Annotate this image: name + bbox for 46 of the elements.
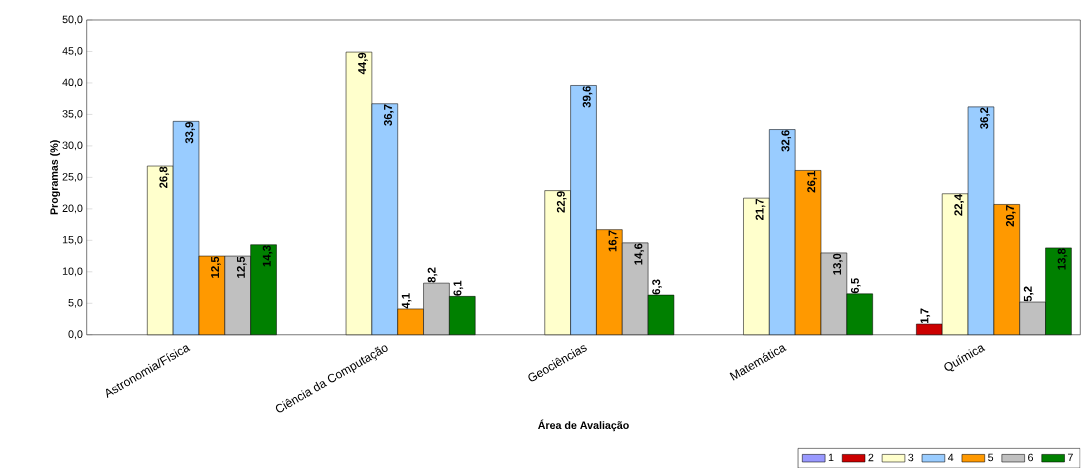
y-tick-label: 45,0 bbox=[62, 46, 83, 56]
data-label: 13,8 bbox=[1057, 248, 1068, 270]
data-label: 36,7 bbox=[383, 104, 394, 126]
data-label: 16,7 bbox=[608, 230, 619, 252]
legend-label: 4 bbox=[947, 453, 954, 461]
y-tick-label: 40,0 bbox=[62, 78, 83, 88]
legend-label: 6 bbox=[1028, 453, 1034, 462]
y-tick-label: 25,0 bbox=[62, 172, 83, 182]
data-label: 6,3 bbox=[652, 279, 662, 295]
data-label: 22,4 bbox=[954, 193, 964, 216]
data-label: 14,3 bbox=[262, 245, 273, 267]
data-label: 20,7 bbox=[1005, 205, 1016, 227]
data-label: 22,9 bbox=[556, 191, 567, 213]
y-axis-title: Programas (%) bbox=[50, 140, 61, 215]
data-label: 13,0 bbox=[833, 253, 843, 275]
data-label: 14,6 bbox=[634, 243, 645, 265]
data-label: 6,5 bbox=[850, 277, 861, 293]
data-label: 33,9 bbox=[185, 121, 195, 144]
data-label: 1,7 bbox=[920, 308, 931, 323]
y-tick-label: 5,0 bbox=[68, 298, 83, 308]
legend-label: 2 bbox=[868, 453, 874, 461]
y-tick-label: 0,0 bbox=[68, 330, 83, 340]
legend-label: 1 bbox=[828, 453, 834, 461]
legend-label: 3 bbox=[908, 453, 914, 462]
data-label: 12,5 bbox=[236, 256, 247, 278]
y-tick-label: 20,0 bbox=[62, 204, 83, 214]
y-tick-label: 30,0 bbox=[62, 141, 83, 151]
x-axis-title: Área de Avaliação bbox=[538, 419, 629, 431]
y-tick-label: 50,0 bbox=[62, 15, 83, 25]
data-label: 8,2 bbox=[427, 267, 438, 283]
data-label: 39,6 bbox=[582, 85, 593, 108]
y-tick-label: 15,0 bbox=[62, 235, 83, 245]
legend-label: 7 bbox=[1068, 453, 1073, 461]
data-label: 44,9 bbox=[358, 52, 368, 75]
data-label: 26,8 bbox=[159, 166, 170, 188]
data-label: 4,1 bbox=[401, 293, 412, 309]
data-label: 26,1 bbox=[807, 170, 817, 193]
y-tick-label: 10,0 bbox=[62, 267, 83, 277]
y-tick-label: 35,0 bbox=[62, 109, 83, 119]
legend-label: 5 bbox=[988, 453, 994, 462]
data-label: 32,6 bbox=[781, 130, 792, 152]
data-label: 5,2 bbox=[1023, 286, 1034, 302]
data-label: 6,1 bbox=[453, 280, 464, 296]
data-label: 21,7 bbox=[755, 198, 766, 220]
data-label: 12,5 bbox=[211, 256, 221, 278]
data-label: 36,2 bbox=[980, 107, 990, 129]
